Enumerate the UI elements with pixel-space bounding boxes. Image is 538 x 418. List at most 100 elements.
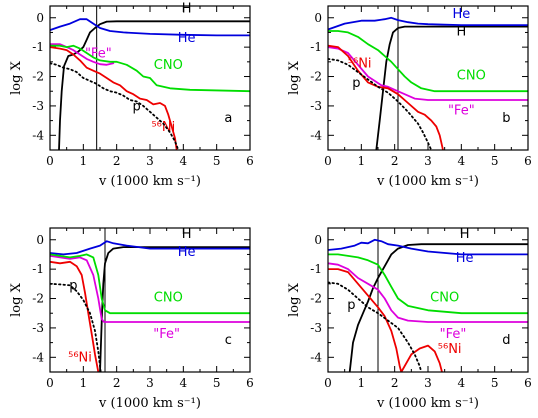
x-tick-label: 2 — [391, 376, 399, 390]
x-tick-label: 5 — [213, 154, 221, 168]
y-tick-label: -3 — [32, 99, 44, 113]
y-tick-label: 0 — [314, 233, 322, 247]
x-tick-label: 2 — [113, 154, 121, 168]
x-tick-label: 3 — [146, 376, 154, 390]
y-tick-label: -2 — [310, 292, 322, 306]
series-line-he — [328, 16, 528, 31]
series-line-p — [50, 282, 102, 372]
series-label-h: H — [182, 227, 192, 242]
series-label-ni: ⁵⁶Ni — [151, 120, 175, 135]
x-tick-label: 0 — [46, 376, 54, 390]
y-tick-label: -3 — [32, 321, 44, 335]
x-tick-label: 2 — [391, 154, 399, 168]
series-line-h — [348, 243, 528, 372]
series-label-cno: CNO — [457, 68, 486, 83]
series-label-p: p — [347, 298, 355, 313]
series-label-cno: CNO — [154, 290, 183, 305]
x-tick-label: 5 — [491, 376, 499, 390]
y-axis-label: log X — [287, 282, 302, 316]
panel-c: 0 1 2 3 4 5 6 0 -1 -2 -3 -4 H He "Fe" CNO ⁵⁶Ni p c v (1000 … — [9, 227, 254, 411]
y-tick-label: 0 — [36, 233, 44, 247]
x-tick-label: 1 — [80, 154, 88, 168]
plot-frame — [327, 227, 529, 373]
y-tick-label: -2 — [310, 70, 322, 84]
x-tick-label: 0 — [46, 154, 54, 168]
plot-frame — [327, 5, 529, 151]
series-label-he: He — [452, 7, 470, 22]
series-line-h — [58, 20, 250, 150]
y-tick-label: -4 — [310, 128, 322, 142]
x-tick-label: 6 — [524, 154, 532, 168]
y-tick-label: -1 — [32, 40, 44, 54]
x-tick-label: 3 — [424, 376, 432, 390]
series-line-ni — [50, 46, 178, 150]
series-line-cno — [328, 30, 528, 93]
x-tick-label: 0 — [324, 376, 332, 390]
x-tick-label: 0 — [324, 154, 332, 168]
y-tick-label: -4 — [32, 350, 44, 364]
y-tick-label: -2 — [32, 292, 44, 306]
series-label-he: He — [456, 251, 474, 266]
x-tick-label: 4 — [458, 154, 466, 168]
series-line-cno — [50, 44, 250, 93]
x-tick-label: 1 — [358, 376, 366, 390]
plot-frame — [49, 227, 251, 373]
series-line-he — [328, 238, 528, 256]
series-label-p: p — [352, 76, 360, 91]
series-label-fe: "Fe" — [153, 327, 180, 342]
series-line-cno — [50, 253, 250, 315]
series-label-ni: ⁵⁶Ni — [348, 57, 372, 72]
x-tick-label: 6 — [246, 154, 254, 168]
series-label-h: H — [456, 24, 466, 39]
y-tick-label: 0 — [36, 11, 44, 25]
x-axis-label: v (1000 km s⁻¹) — [98, 396, 201, 411]
y-tick-label: -2 — [32, 70, 44, 84]
series-label-fe: "Fe" — [440, 327, 467, 342]
y-tick-label: -4 — [310, 350, 322, 364]
y-axis-label: log X — [287, 60, 302, 94]
y-axis-label: log X — [9, 282, 24, 316]
series-line-he — [50, 240, 250, 256]
x-axis-label: v (1000 km s⁻¹) — [376, 174, 479, 189]
panel-d: 0 1 2 3 4 5 6 0 -1 -2 -3 -4 H He "Fe" CNO ⁵⁶Ni p d v (1000 … — [287, 227, 532, 411]
x-axis-label: v (1000 km s⁻¹) — [376, 396, 479, 411]
series-line-p — [328, 281, 423, 372]
series-line-he — [50, 18, 250, 37]
x-tick-label: 4 — [180, 376, 188, 390]
y-tick-label: -4 — [32, 128, 44, 142]
series-line-h — [375, 25, 528, 150]
series-line-h — [99, 246, 250, 372]
x-tick-label: 6 — [524, 376, 532, 390]
y-tick-label: -1 — [310, 262, 322, 276]
y-tick-label: -3 — [310, 321, 322, 335]
series-label-h: H — [182, 1, 192, 16]
series-line-ni — [50, 260, 100, 372]
x-tick-label: 5 — [491, 154, 499, 168]
y-axis-label: log X — [9, 60, 24, 94]
y-tick-label: 0 — [314, 11, 322, 25]
x-tick-label: 1 — [358, 154, 366, 168]
panel-b: 0 1 2 3 4 5 6 0 -1 -2 -3 -4 H He "Fe" CNO ⁵⁶Ni p b v (1000 … — [287, 5, 532, 189]
panel-letter: c — [225, 333, 232, 348]
series-label-ni: ⁵⁶Ni — [68, 351, 92, 366]
y-tick-label: -3 — [310, 99, 322, 113]
series-line-cno — [328, 253, 528, 315]
series-line-fe — [328, 46, 528, 101]
series-label-he: He — [178, 31, 196, 46]
panel-letter: b — [502, 111, 510, 126]
series-label-he: He — [178, 245, 196, 260]
series-label-cno: CNO — [430, 290, 459, 305]
series-line-p — [50, 62, 180, 150]
series-label-h: H — [460, 227, 470, 242]
panel-letter: d — [502, 333, 510, 348]
y-tick-label: -1 — [310, 40, 322, 54]
series-label-cno: CNO — [154, 58, 183, 73]
series-line-fe — [50, 255, 250, 323]
x-axis-label: v (1000 km s⁻¹) — [98, 174, 201, 189]
x-tick-label: 6 — [246, 376, 254, 390]
series-line-p — [328, 58, 433, 150]
series-label-p: p — [133, 99, 141, 114]
y-tick-label: -1 — [32, 262, 44, 276]
x-tick-label: 2 — [113, 376, 121, 390]
